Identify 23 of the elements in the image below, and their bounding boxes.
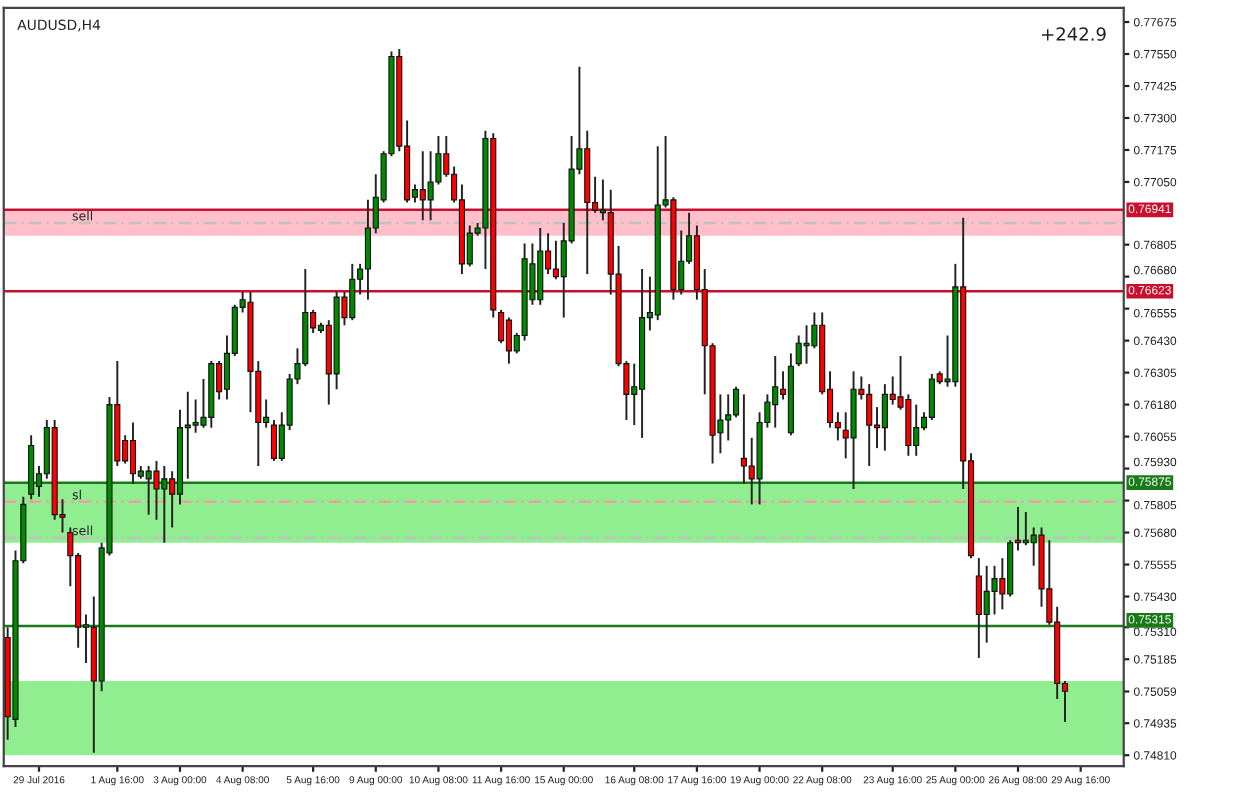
candlestick: [552, 239, 559, 281]
candlestick: [913, 403, 920, 457]
candlestick: [725, 393, 732, 442]
candlestick: [498, 308, 505, 345]
candlestick: [349, 262, 356, 322]
candlestick: [270, 418, 278, 462]
candlestick: [803, 324, 810, 365]
candlestick: [732, 385, 740, 419]
candlestick: [983, 564, 990, 644]
candlestick: [881, 383, 888, 452]
candlestick: [866, 383, 873, 467]
candlestick: [129, 421, 137, 485]
candlestick: [419, 150, 426, 222]
candlestick: [795, 334, 802, 368]
candlestick: [364, 198, 372, 301]
annotation: +242.9: [1042, 27, 1106, 41]
candlestick: [161, 465, 168, 544]
candlestick: [740, 393, 747, 485]
candlestick: [145, 465, 152, 516]
candlestick: [975, 557, 982, 659]
candlestick: [928, 372, 935, 421]
candlestick: [772, 355, 779, 429]
candlestick: [505, 316, 512, 365]
